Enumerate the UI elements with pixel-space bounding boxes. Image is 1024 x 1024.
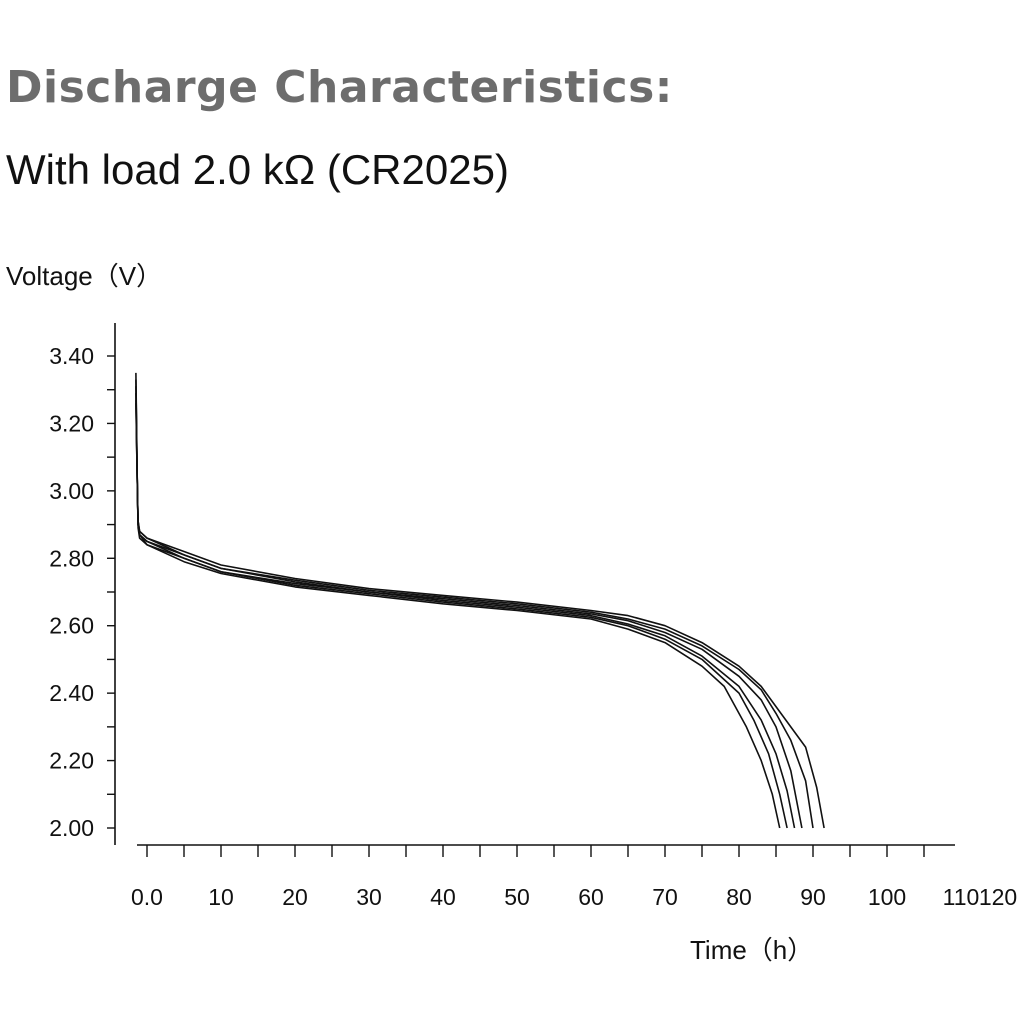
- chart-subtitle: With load 2.0 kΩ (CR2025): [6, 146, 509, 193]
- y-tick-label: 3.20: [49, 410, 94, 436]
- series-line-3: [135, 386, 803, 829]
- x-axis-label: Time（h）: [690, 935, 814, 965]
- x-tick-label: 20: [282, 884, 308, 910]
- y-tick-label: 2.60: [49, 613, 94, 639]
- y-tick-label: 3.40: [49, 343, 94, 369]
- y-axis-label: Voltage（V）: [6, 261, 163, 291]
- y-tick-label: 2.20: [49, 748, 94, 774]
- chart-heading: Discharge Characteristics:: [6, 62, 673, 113]
- x-tick-label: 60: [578, 884, 604, 910]
- series-line-4: [135, 393, 796, 829]
- x-tick-label: 90: [800, 884, 826, 910]
- x-tick-label: 0.0: [131, 884, 163, 910]
- y-tick-label: 2.80: [49, 545, 94, 571]
- series-line-2: [135, 379, 814, 829]
- series-line-5: [135, 399, 788, 829]
- x-tick-label: 10: [208, 884, 234, 910]
- x-tick-label: 120: [979, 884, 1017, 910]
- series-line-6: [135, 403, 781, 829]
- x-tick-label: 110: [943, 884, 980, 910]
- y-tick-label: 3.00: [49, 478, 94, 504]
- x-tick-label: 80: [726, 884, 752, 910]
- x-tick-label: 40: [430, 884, 456, 910]
- x-tick-label: 50: [504, 884, 530, 910]
- y-tick-label: 2.00: [49, 815, 94, 841]
- y-tick-label: 2.40: [49, 680, 94, 706]
- x-tick-label: 100: [868, 884, 906, 910]
- x-tick-label: 70: [652, 884, 678, 910]
- x-tick-label: 30: [356, 884, 382, 910]
